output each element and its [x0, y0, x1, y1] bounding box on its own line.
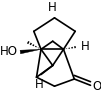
Text: H: H — [47, 1, 56, 14]
Text: O: O — [92, 80, 101, 93]
Text: H: H — [35, 78, 44, 91]
Polygon shape — [20, 49, 41, 54]
Text: H: H — [81, 40, 89, 53]
Text: HO: HO — [0, 45, 18, 58]
